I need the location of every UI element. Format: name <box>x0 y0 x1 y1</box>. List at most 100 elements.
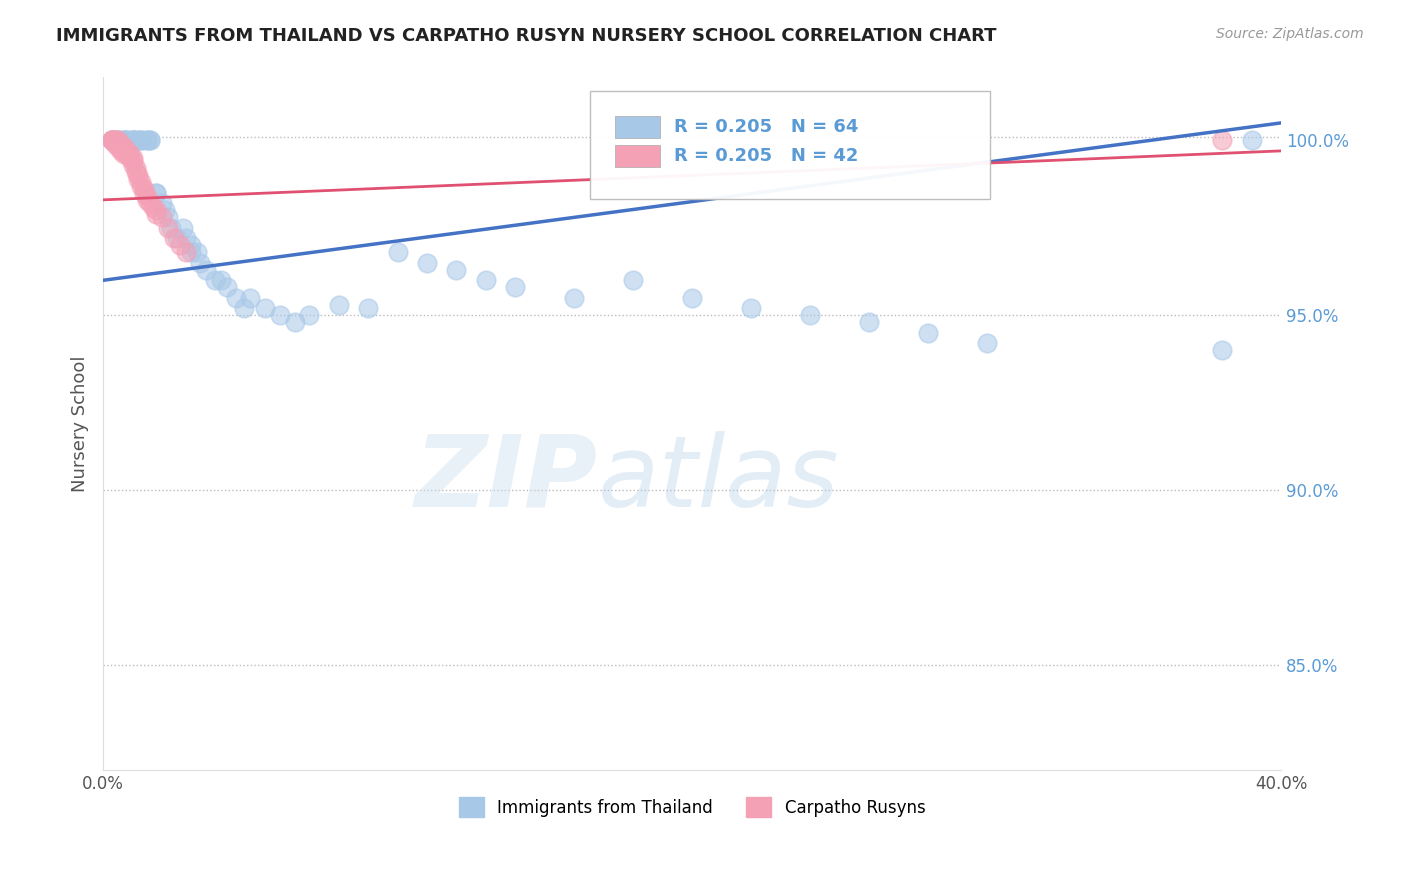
Point <box>283 315 305 329</box>
Point <box>127 133 149 147</box>
Point <box>139 133 162 147</box>
Point <box>328 298 350 312</box>
Text: IMMIGRANTS FROM THAILAND VS CARPATHO RUSYN NURSERY SCHOOL CORRELATION CHART: IMMIGRANTS FROM THAILAND VS CARPATHO RUS… <box>56 27 997 45</box>
Point <box>127 172 149 186</box>
Point <box>118 151 141 165</box>
Point <box>740 301 762 316</box>
Point <box>180 245 202 260</box>
Point <box>134 186 156 200</box>
Point <box>169 238 191 252</box>
Bar <box>616 145 661 167</box>
Point <box>110 144 132 158</box>
Point <box>101 133 124 147</box>
Point <box>139 133 162 147</box>
Point <box>107 140 129 154</box>
Point <box>799 308 821 322</box>
Point <box>121 133 143 147</box>
Point <box>124 165 146 179</box>
Point <box>136 133 159 147</box>
Point <box>145 186 167 200</box>
Point <box>121 158 143 172</box>
Point <box>131 133 153 147</box>
FancyBboxPatch shape <box>589 91 990 199</box>
Point <box>174 245 197 260</box>
Point <box>917 326 939 340</box>
Point <box>112 147 135 161</box>
Point <box>127 169 149 183</box>
Text: R = 0.205   N = 42: R = 0.205 N = 42 <box>675 146 859 165</box>
Point <box>156 211 179 225</box>
Point <box>180 238 202 252</box>
Point <box>160 220 183 235</box>
Point <box>150 211 173 225</box>
Text: atlas: atlas <box>598 431 839 528</box>
Point <box>118 147 141 161</box>
Point <box>1240 133 1263 147</box>
Point <box>681 291 703 305</box>
Point <box>204 273 226 287</box>
Point <box>121 133 143 147</box>
Text: Source: ZipAtlas.com: Source: ZipAtlas.com <box>1216 27 1364 41</box>
Point <box>115 133 138 147</box>
Point <box>121 151 143 165</box>
Point <box>121 133 143 147</box>
Point <box>131 133 153 147</box>
Point <box>505 280 527 294</box>
Text: R = 0.205   N = 64: R = 0.205 N = 64 <box>675 118 859 136</box>
Point <box>150 196 173 211</box>
Point <box>131 175 153 189</box>
Point <box>110 140 132 154</box>
Point <box>188 256 211 270</box>
Point <box>121 154 143 169</box>
Point <box>166 231 188 245</box>
Point <box>101 133 124 147</box>
Point <box>110 136 132 151</box>
Point <box>112 133 135 147</box>
Point <box>104 136 127 151</box>
Point <box>107 136 129 151</box>
Point <box>112 133 135 147</box>
Point <box>562 291 585 305</box>
Point <box>416 256 439 270</box>
Point <box>104 133 127 147</box>
Point <box>357 301 380 316</box>
Point <box>976 336 998 351</box>
Point <box>112 133 135 147</box>
Point <box>134 182 156 196</box>
Point <box>107 133 129 147</box>
Point <box>269 308 291 322</box>
Point <box>101 133 124 147</box>
Point <box>112 144 135 158</box>
Point <box>156 220 179 235</box>
Point <box>858 315 880 329</box>
Bar <box>616 116 661 137</box>
Point <box>254 301 277 316</box>
Point <box>107 133 129 147</box>
Point <box>139 196 162 211</box>
Point <box>215 280 238 294</box>
Point <box>104 133 127 147</box>
Point <box>115 144 138 158</box>
Point <box>475 273 498 287</box>
Point <box>112 140 135 154</box>
Point <box>136 189 159 203</box>
Point <box>172 220 194 235</box>
Point <box>142 200 165 214</box>
Point <box>131 178 153 193</box>
Point <box>163 231 186 245</box>
Point <box>174 231 197 245</box>
Point <box>1211 343 1233 358</box>
Point <box>107 133 129 147</box>
Point <box>115 133 138 147</box>
Point <box>186 245 208 260</box>
Point <box>101 133 124 147</box>
Point <box>115 147 138 161</box>
Point <box>153 203 176 218</box>
Point <box>136 133 159 147</box>
Point <box>387 245 409 260</box>
Point <box>1211 133 1233 147</box>
Point <box>195 262 218 277</box>
Y-axis label: Nursery School: Nursery School <box>72 356 89 492</box>
Point <box>298 308 321 322</box>
Legend: Immigrants from Thailand, Carpatho Rusyns: Immigrants from Thailand, Carpatho Rusyn… <box>453 790 932 824</box>
